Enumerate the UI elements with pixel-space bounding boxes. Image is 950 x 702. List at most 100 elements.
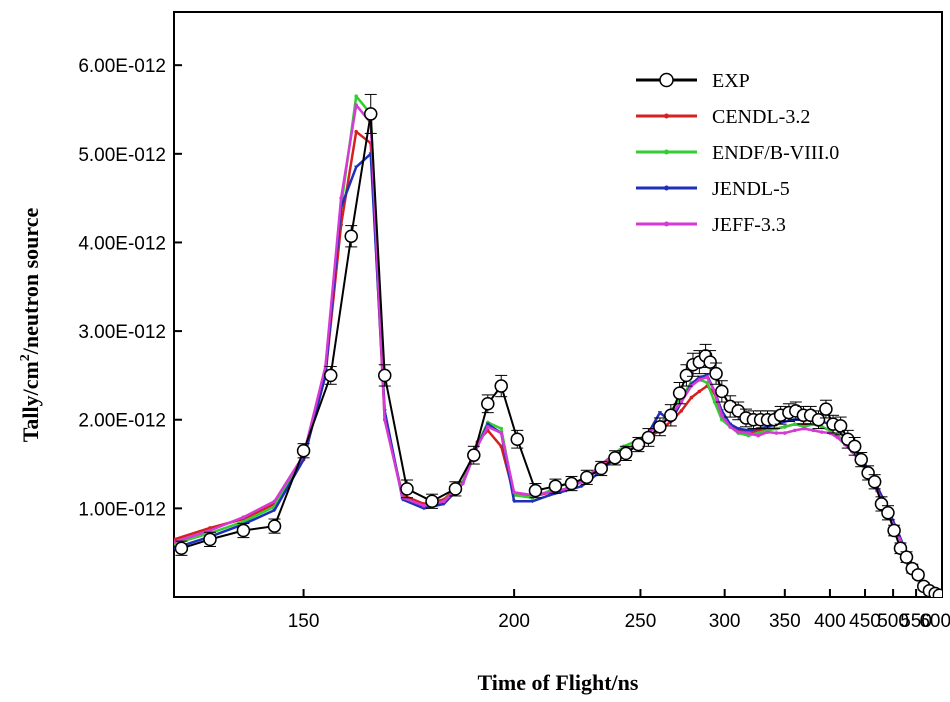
data-point	[802, 426, 807, 431]
data-point	[272, 508, 277, 513]
y-axis-title-superscript: 2	[18, 354, 33, 361]
legend-marker-cendl-3-2	[664, 113, 669, 119]
series-line-exp	[181, 112, 940, 597]
data-point	[911, 568, 925, 582]
data-point	[793, 422, 797, 426]
series-line-cendl-3-2	[174, 130, 942, 597]
data-point	[400, 482, 414, 496]
data-point	[494, 379, 508, 393]
series-jeff-3-3	[174, 103, 942, 597]
legend-marker-jeff-3-3	[664, 221, 669, 227]
data-point	[382, 417, 387, 422]
legend-label-endf-b-viii-0: ENDF/B-VIII.0	[712, 142, 839, 164]
data-point	[811, 428, 816, 433]
data-point	[819, 402, 833, 416]
data-point	[783, 431, 787, 435]
data-point	[461, 481, 465, 486]
x-tick-label: 200	[498, 611, 530, 632]
data-point	[679, 409, 684, 413]
data-point	[679, 368, 694, 383]
legend-marker-endf-b-viii-0	[664, 149, 669, 155]
data-point	[528, 483, 543, 498]
series-line-jeff-3-3	[174, 103, 942, 597]
data-point	[709, 366, 723, 381]
data-point	[296, 444, 311, 458]
data-point	[657, 411, 663, 415]
data-point	[354, 103, 359, 107]
x-tick-label: 600	[919, 611, 950, 632]
data-point	[641, 430, 656, 445]
data-point	[499, 444, 504, 449]
data-point	[485, 425, 490, 429]
x-tick-label: 150	[288, 611, 320, 632]
data-point	[664, 408, 678, 423]
data-point	[854, 452, 868, 467]
y-axis: 1.00E-012 2.00E-012 3.00E-012 4.00E-012 5.00…	[78, 56, 182, 520]
x-tick-label: 450	[849, 611, 881, 632]
data-point	[208, 526, 212, 530]
data-point	[715, 384, 729, 399]
data-point	[579, 484, 584, 489]
data-point	[354, 94, 359, 99]
series-line-jendl-5	[174, 152, 942, 597]
legend-label-exp: EXP	[712, 70, 750, 92]
data-point	[594, 461, 608, 476]
y-tick-label: 3.00E-012	[78, 322, 166, 343]
data-point	[811, 412, 826, 427]
y-tick-label: 6.00E-012	[78, 56, 166, 77]
data-point	[833, 419, 848, 433]
y-tick-label: 2.00E-012	[78, 411, 166, 432]
series-line-endf-b-viii-0	[174, 94, 942, 597]
data-point	[631, 437, 646, 452]
data-point	[756, 433, 761, 438]
legend: EXP CENDL-3.2 ENDF/B-VIII.0 JENDL-5 JEFF-3.3	[636, 70, 839, 236]
data-point	[580, 470, 594, 485]
y-axis-title-rest: /neutron source	[18, 207, 43, 355]
data-point	[697, 389, 702, 394]
data-point	[881, 506, 895, 520]
data-point	[793, 428, 797, 433]
data-point	[756, 431, 761, 435]
legend-label-cendl-3-2: CENDL-3.2	[712, 106, 810, 128]
data-point	[323, 368, 338, 383]
data-point	[377, 368, 392, 383]
data-point	[887, 523, 901, 538]
data-point	[703, 355, 717, 369]
data-point	[499, 426, 504, 431]
data-point	[267, 519, 282, 533]
data-point	[339, 196, 343, 200]
x-tick-label: 250	[625, 611, 657, 632]
data-point	[697, 378, 702, 382]
data-point	[874, 497, 889, 511]
x-tick-label: 500	[877, 611, 909, 632]
data-point	[499, 431, 504, 435]
data-point	[932, 588, 942, 597]
x-tick-label: 350	[769, 611, 801, 632]
data-point	[564, 476, 579, 491]
data-point	[354, 165, 359, 170]
data-point	[820, 430, 824, 434]
y-tick-label: 5.00E-012	[78, 145, 166, 166]
data-point	[746, 433, 751, 438]
data-point	[712, 400, 717, 404]
data-point	[861, 466, 875, 480]
data-point	[653, 420, 667, 434]
data-point	[835, 435, 840, 440]
data-point	[746, 428, 751, 433]
series-cendl-3-2	[174, 129, 942, 597]
legend-label-jendl-5: JENDL-5	[712, 178, 790, 200]
data-point	[422, 503, 426, 508]
data-point	[530, 499, 535, 504]
data-point	[481, 397, 495, 411]
data-point	[679, 400, 684, 404]
x-axis-title: Time of Flight/ns	[478, 670, 639, 695]
data-point	[174, 540, 176, 544]
data-point	[705, 375, 709, 379]
data-point	[272, 499, 277, 504]
data-point	[208, 528, 212, 533]
data-point	[736, 430, 741, 434]
data-point	[467, 448, 481, 462]
data-point	[344, 229, 358, 243]
data-point	[720, 413, 724, 418]
